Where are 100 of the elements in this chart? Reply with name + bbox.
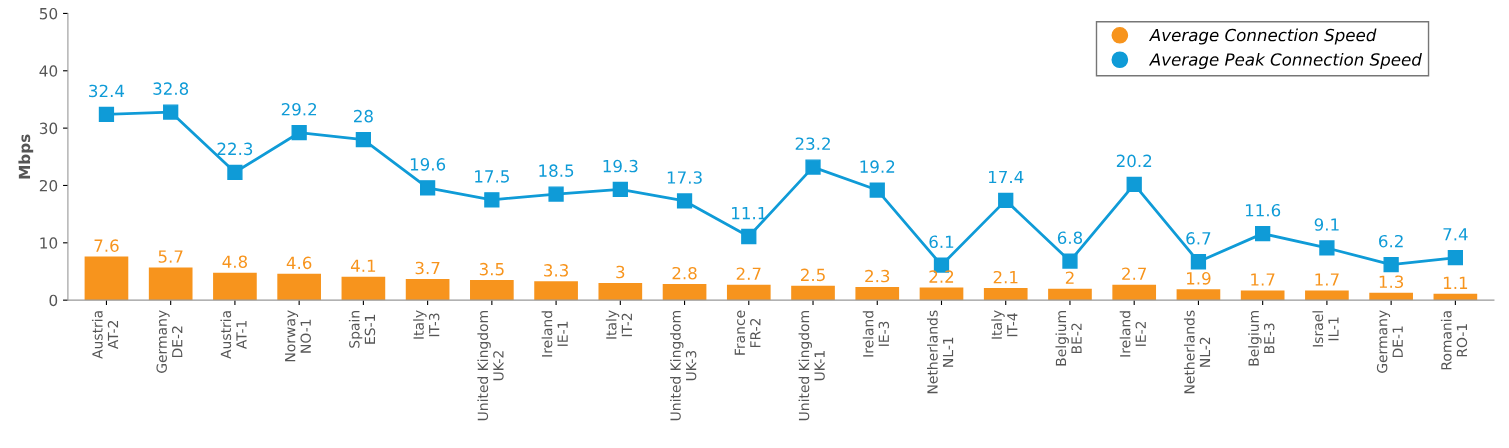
data-label: 17.4 — [989, 170, 1024, 184]
legend-label: Average Connection Speed — [1148, 28, 1377, 45]
point — [1062, 253, 1078, 269]
point — [355, 131, 372, 148]
y-tick-label: 10 — [40, 237, 58, 249]
point — [548, 186, 564, 202]
x-tick-label: Norway NO-1 — [285, 310, 311, 362]
data-label: 4.8 — [222, 255, 248, 269]
x-tick-label: Germany DE-1 — [1376, 310, 1403, 373]
data-label: 2.3 — [865, 269, 890, 283]
bar — [213, 272, 257, 301]
bar — [84, 256, 129, 301]
point — [1383, 256, 1399, 273]
data-label: 2.5 — [800, 268, 825, 282]
y-tick-label: 30 — [39, 122, 58, 135]
point — [998, 192, 1014, 209]
data-label: 1.1 — [1443, 276, 1468, 289]
data-label: 17.3 — [667, 171, 702, 184]
bar — [791, 285, 835, 301]
data-label: 18.5 — [539, 164, 574, 177]
bar — [1369, 292, 1413, 301]
data-label: 5.7 — [158, 250, 183, 263]
point — [1447, 250, 1464, 266]
data-label: 2.2 — [929, 270, 954, 283]
y-tick-label: 40 — [39, 65, 58, 77]
x-tick-label: Austria AT-2 — [91, 311, 119, 359]
data-label: 7.4 — [1443, 228, 1468, 241]
bar — [470, 280, 514, 301]
x-tick-label: Ireland IE-1 — [541, 311, 568, 357]
data-label: 2.8 — [672, 266, 697, 280]
data-label: 6.8 — [1057, 231, 1083, 245]
bar — [277, 273, 321, 301]
y-tick-label: 0 — [49, 294, 58, 307]
bar — [983, 288, 1028, 301]
data-label: 4.1 — [350, 259, 376, 272]
bar — [341, 276, 386, 301]
data-label: 11.1 — [732, 207, 766, 220]
x-tick-label: Ireland IE-2 — [1119, 311, 1146, 357]
bar — [148, 267, 193, 301]
x-tick-label: Italy IT-4 — [991, 310, 1018, 339]
data-label: 6.2 — [1379, 234, 1403, 248]
bar — [662, 284, 707, 301]
data-label: 22.3 — [217, 142, 253, 156]
legend-label: Average Peak Connection Speed — [1148, 52, 1422, 70]
data-label: 23.2 — [795, 137, 830, 150]
point — [612, 181, 628, 198]
x-tick-label: Ireland IE-3 — [862, 311, 890, 357]
data-label: 19.2 — [860, 160, 895, 173]
data-label: 3.3 — [544, 264, 568, 277]
x-tick-label: Spain ES-1 — [348, 311, 376, 348]
data-label: 2.7 — [1122, 267, 1147, 280]
data-label: 4.6 — [286, 256, 312, 270]
data-label: 17.5 — [475, 170, 509, 183]
x-tick-label: France FR-2 — [734, 310, 761, 355]
x-tick-label: Germany DE-2 — [156, 310, 183, 373]
data-label: 1.9 — [1187, 272, 1211, 285]
point — [291, 125, 307, 141]
data-label: 3.7 — [415, 261, 440, 275]
data-label: 9.1 — [1314, 218, 1339, 231]
data-label: 2 — [1065, 271, 1074, 284]
point — [805, 159, 821, 175]
x-tick-label: Austria AT-1 — [220, 311, 247, 359]
x-tick-label: Israel IL-1 — [1312, 311, 1339, 347]
data-label: 32.8 — [153, 82, 189, 95]
bar — [726, 284, 771, 301]
x-tick-label: Belgium BE-3 — [1248, 311, 1275, 366]
data-label: 6.1 — [929, 235, 954, 249]
x-tick-label: Italy IT-3 — [413, 310, 440, 339]
bar — [855, 286, 900, 301]
point — [676, 193, 693, 209]
x-tick-label: Italy IT-2 — [605, 310, 632, 339]
x-tick-label: United Kingdom UK-1 — [798, 311, 825, 421]
point — [98, 106, 115, 123]
point — [869, 182, 885, 198]
x-tick-label: United Kingdom UK-3 — [670, 311, 697, 421]
data-label: 1.3 — [1379, 275, 1404, 289]
data-label: 1.7 — [1251, 273, 1275, 286]
data-label: 6.7 — [1186, 232, 1211, 245]
data-label: 2.7 — [736, 267, 761, 280]
data-label: 1.7 — [1315, 273, 1339, 286]
bar — [1112, 284, 1157, 301]
data-label: 32.4 — [89, 84, 125, 98]
data-label: 29.2 — [281, 102, 317, 116]
bar — [534, 281, 578, 301]
point — [227, 164, 243, 180]
data-label: 3.5 — [479, 262, 504, 276]
point — [419, 180, 436, 196]
y-axis-title: Mbps — [18, 134, 34, 179]
x-tick-label: Belgium BE-2 — [1055, 311, 1082, 366]
data-label: 19.3 — [603, 159, 638, 173]
bar — [1240, 290, 1285, 301]
bar — [405, 278, 450, 301]
bar — [598, 282, 643, 301]
x-tick-label: Romania RO-1 — [1440, 311, 1468, 370]
point — [741, 228, 757, 245]
point — [1255, 226, 1271, 242]
point — [163, 104, 179, 120]
bar — [1176, 289, 1221, 301]
data-label: 20.2 — [1116, 154, 1152, 168]
data-label: 11.6 — [1245, 203, 1281, 217]
